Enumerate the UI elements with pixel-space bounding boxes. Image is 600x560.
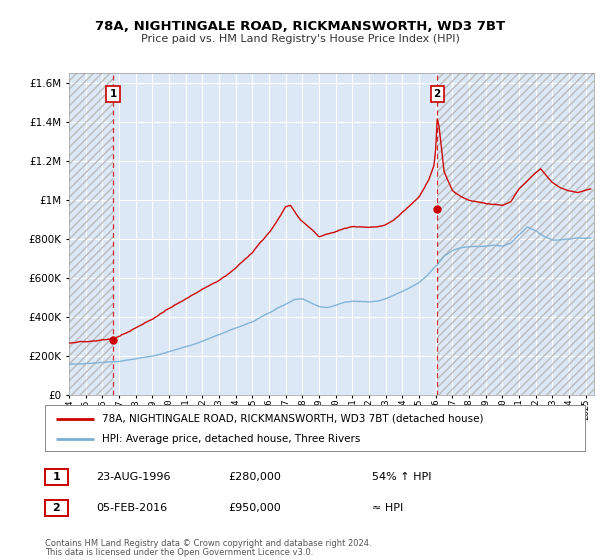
- Text: Price paid vs. HM Land Registry's House Price Index (HPI): Price paid vs. HM Land Registry's House …: [140, 34, 460, 44]
- Text: £280,000: £280,000: [228, 472, 281, 482]
- Text: 23-AUG-1996: 23-AUG-1996: [96, 472, 170, 482]
- Text: 2: 2: [53, 503, 60, 513]
- Text: 78A, NIGHTINGALE ROAD, RICKMANSWORTH, WD3 7BT: 78A, NIGHTINGALE ROAD, RICKMANSWORTH, WD…: [95, 20, 505, 32]
- Text: Contains HM Land Registry data © Crown copyright and database right 2024.: Contains HM Land Registry data © Crown c…: [45, 539, 371, 548]
- Text: 1: 1: [109, 88, 116, 99]
- Text: 78A, NIGHTINGALE ROAD, RICKMANSWORTH, WD3 7BT (detached house): 78A, NIGHTINGALE ROAD, RICKMANSWORTH, WD…: [101, 414, 483, 424]
- Text: HPI: Average price, detached house, Three Rivers: HPI: Average price, detached house, Thre…: [101, 435, 360, 444]
- Text: 05-FEB-2016: 05-FEB-2016: [96, 503, 167, 513]
- Text: 2: 2: [434, 88, 441, 99]
- Text: ≈ HPI: ≈ HPI: [372, 503, 403, 513]
- Text: This data is licensed under the Open Government Licence v3.0.: This data is licensed under the Open Gov…: [45, 548, 313, 557]
- Text: 54% ↑ HPI: 54% ↑ HPI: [372, 472, 431, 482]
- Text: £950,000: £950,000: [228, 503, 281, 513]
- Text: 1: 1: [53, 472, 60, 482]
